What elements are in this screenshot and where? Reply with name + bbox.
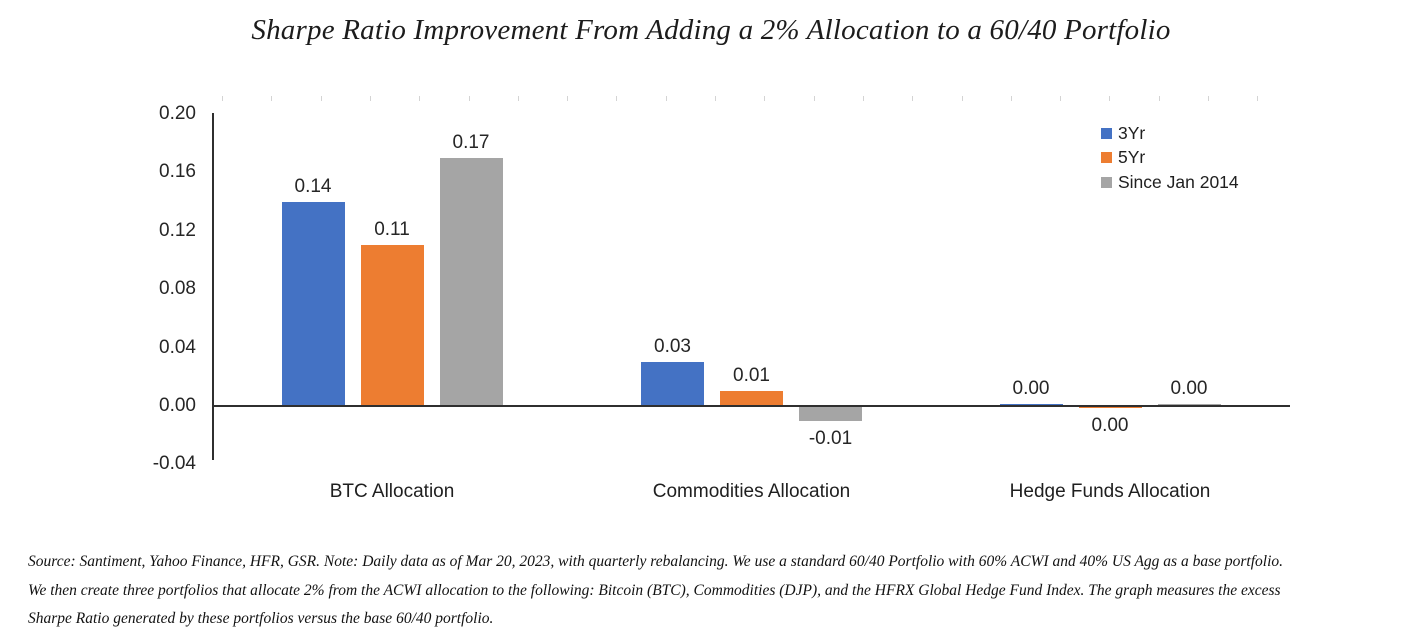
top-axis-tick [419,96,421,101]
bar [641,362,704,406]
legend-color-swatch [1101,176,1112,188]
bar-value-label: 0.00 [1012,378,1050,399]
y-axis-tick-label: 0.20 [159,103,196,124]
source-note: Source: Santiment, Yahoo Finance, HFR, G… [28,548,1398,634]
source-note-line: Sharpe Ratio generated by these portfoli… [28,610,494,627]
y-axis-tick-label: 0.12 [159,219,196,241]
bar-value-label: -0.01 [808,427,853,449]
top-axis-tick [715,96,716,101]
bar-value-label: 0.01 [733,365,770,387]
top-axis-tick [468,96,470,101]
top-axis-tick [271,96,273,101]
top-axis-tick [665,96,667,101]
top-axis-tick [1208,96,1209,101]
y-axis-tick-label: 0.08 [159,278,196,300]
top-axis-tick [1158,96,1160,101]
x-axis-category-label: BTC Allocation [329,481,455,502]
top-axis-tick [1257,96,1259,101]
legend-item: Since Jan 2014 [1101,172,1239,192]
bar-value-label: 0.03 [654,336,691,358]
y-axis-tick-label: 0.04 [159,336,196,358]
bar [720,391,783,406]
y-axis-tick-label: 0.00 [159,395,196,416]
legend-label: 3Yr [1118,122,1146,143]
top-axis-tick [222,96,223,101]
bar [439,157,503,406]
source-note-line: Source: Santiment, Yahoo Finance, HFR, G… [28,553,1284,570]
top-axis-tick [1010,96,1012,101]
y-axis-tick-label: 0.16 [159,161,196,183]
chart-legend: 3Yr 5Yr Since Jan 2014 [1101,123,1239,197]
x-axis-zero-line [213,405,1290,407]
top-axis-tick [912,96,914,101]
bar [360,245,424,406]
top-axis-tick [813,96,815,101]
top-axis-tick [862,96,864,101]
top-axis-tick [1060,96,1062,101]
bar [281,201,345,406]
legend-item: 5Yr [1101,147,1239,168]
bar [1078,406,1142,408]
bar [799,406,862,421]
x-axis-category-label: Hedge Funds Allocation [1009,481,1211,502]
bar-value-label: 0.17 [452,131,490,153]
x-axis-category-label: Commodities Allocation [652,481,851,502]
legend-color-swatch [1101,152,1112,163]
top-axis-tick [567,96,569,101]
top-axis-tick [517,96,519,101]
bar-value-label: 0.00 [1170,378,1208,399]
bar-value-label: 0.14 [294,175,332,197]
bar-value-label: 0.11 [374,219,410,241]
y-axis-line [212,113,214,460]
legend-item: 3Yr [1101,123,1239,143]
top-axis-tick [616,96,618,101]
chart-title: Sharpe Ratio Improvement From Adding a 2… [251,14,1171,46]
top-axis-tick [764,96,766,101]
top-axis-tick [369,96,371,101]
legend-label: Since Jan 2014 [1118,171,1239,192]
y-axis-tick-label: -0.04 [152,453,196,475]
source-note-line: We then create three portfolios that all… [28,581,1281,599]
legend-color-swatch [1101,127,1112,139]
top-axis-tick [961,96,963,101]
top-axis-tick [320,96,322,101]
bar-value-label: 0.00 [1091,415,1129,436]
top-axis-tick [1109,96,1111,101]
legend-label: 5Yr [1118,147,1146,167]
